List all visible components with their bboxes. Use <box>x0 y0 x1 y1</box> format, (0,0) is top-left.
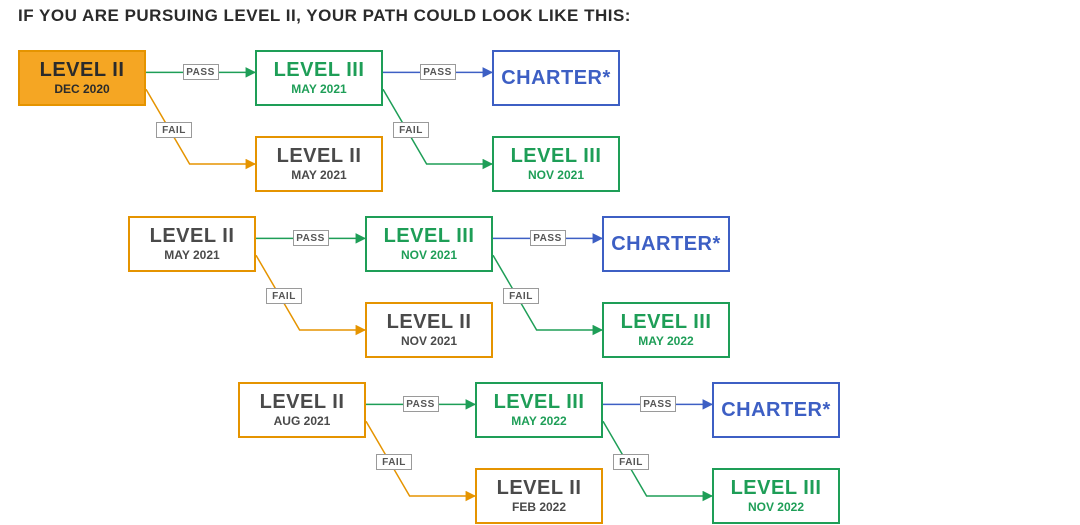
node-r1-start: LEVEL II DEC 2020 <box>18 50 146 106</box>
node-r1-pass: LEVEL III MAY 2021 <box>255 50 383 106</box>
node-r2-start: LEVEL II MAY 2021 <box>128 216 256 272</box>
pass-tag: PASS <box>293 230 329 246</box>
node-title: LEVEL II <box>150 226 235 247</box>
fail-tag: FAIL <box>156 122 192 138</box>
node-subtitle: FEB 2022 <box>512 501 566 514</box>
node-subtitle: MAY 2022 <box>638 335 693 348</box>
node-title: LEVEL III <box>621 312 712 333</box>
node-r3-retry3: LEVEL III NOV 2022 <box>712 468 840 524</box>
node-title: CHARTER* <box>611 234 721 255</box>
fail-tag: FAIL <box>376 454 412 470</box>
node-subtitle: MAY 2021 <box>164 249 219 262</box>
node-subtitle: MAY 2022 <box>511 415 566 428</box>
node-r2-pass: LEVEL III NOV 2021 <box>365 216 493 272</box>
node-title: LEVEL II <box>260 392 345 413</box>
node-subtitle: NOV 2022 <box>748 501 804 514</box>
node-title: LEVEL III <box>731 478 822 499</box>
node-subtitle: NOV 2021 <box>528 169 584 182</box>
fail-tag: FAIL <box>393 122 429 138</box>
node-subtitle: MAY 2021 <box>291 169 346 182</box>
page-title: IF YOU ARE PURSUING LEVEL II, YOUR PATH … <box>18 6 631 26</box>
pass-tag: PASS <box>530 230 566 246</box>
node-r3-pass: LEVEL III MAY 2022 <box>475 382 603 438</box>
node-subtitle: NOV 2021 <box>401 335 457 348</box>
node-title: LEVEL III <box>384 226 475 247</box>
pass-tag: PASS <box>403 396 439 412</box>
node-title: LEVEL II <box>387 312 472 333</box>
node-r2-retry3: LEVEL III MAY 2022 <box>602 302 730 358</box>
node-r1-fail: LEVEL II MAY 2021 <box>255 136 383 192</box>
pass-tag: PASS <box>420 64 456 80</box>
node-title: LEVEL III <box>274 60 365 81</box>
fail-tag: FAIL <box>266 288 302 304</box>
fail-tag: FAIL <box>613 454 649 470</box>
node-subtitle: MAY 2021 <box>291 83 346 96</box>
node-subtitle: NOV 2021 <box>401 249 457 262</box>
fail-tag: FAIL <box>503 288 539 304</box>
node-r2-fail: LEVEL II NOV 2021 <box>365 302 493 358</box>
node-r3-charter: CHARTER* <box>712 382 840 438</box>
pass-tag: PASS <box>640 396 676 412</box>
node-title: LEVEL II <box>277 146 362 167</box>
node-r1-charter: CHARTER* <box>492 50 620 106</box>
node-title: LEVEL III <box>511 146 602 167</box>
node-r3-start: LEVEL II AUG 2021 <box>238 382 366 438</box>
node-title: CHARTER* <box>501 68 611 89</box>
node-r3-fail: LEVEL II FEB 2022 <box>475 468 603 524</box>
pass-tag: PASS <box>183 64 219 80</box>
node-r2-charter: CHARTER* <box>602 216 730 272</box>
node-title: LEVEL II <box>40 60 125 81</box>
node-title: LEVEL III <box>494 392 585 413</box>
node-r1-retry3: LEVEL III NOV 2021 <box>492 136 620 192</box>
node-subtitle: AUG 2021 <box>274 415 331 428</box>
node-subtitle: DEC 2020 <box>54 83 109 96</box>
diagram-stage: IF YOU ARE PURSUING LEVEL II, YOUR PATH … <box>0 0 1080 525</box>
node-title: CHARTER* <box>721 400 831 421</box>
node-title: LEVEL II <box>497 478 582 499</box>
